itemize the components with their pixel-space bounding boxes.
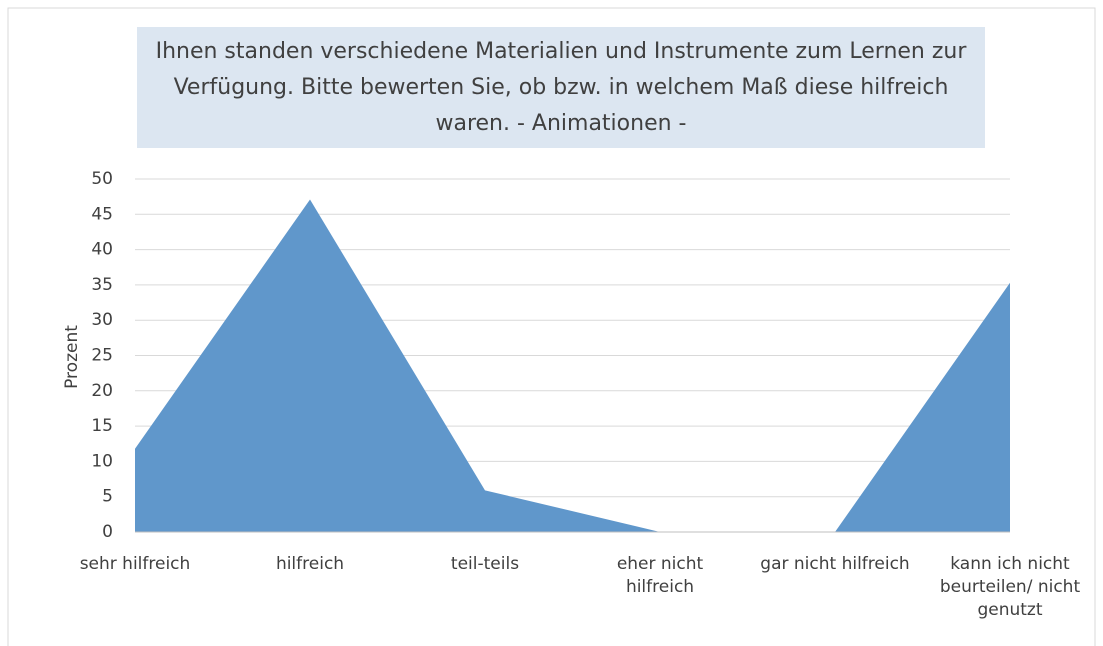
- y-tick-label: 30: [91, 310, 113, 330]
- y-tick-label: 10: [91, 451, 113, 471]
- y-tick-label: 20: [91, 381, 113, 401]
- x-tick-label: teil-teils: [450, 554, 520, 574]
- y-tick-label: 45: [91, 204, 113, 224]
- y-tick-label: 0: [102, 522, 113, 542]
- y-tick-label: 25: [91, 346, 113, 366]
- y-tick-label: 50: [91, 169, 113, 189]
- y-tick-label: 15: [91, 416, 113, 436]
- area: [135, 199, 1010, 532]
- x-tick-label: hilfreich: [275, 554, 345, 574]
- y-axis-label: Prozent: [62, 325, 82, 389]
- y-tick-label: 35: [91, 275, 113, 295]
- y-tick-label: 5: [102, 487, 113, 507]
- chart-title: Ihnen standen verschiedene Materialien u…: [137, 27, 985, 148]
- y-tick-label: 40: [91, 240, 113, 260]
- x-tick-label: kann ich nicht beurteilen/ nicht genutzt: [939, 554, 1081, 620]
- chart-border: [7, 7, 1096, 646]
- x-tick-label: gar nicht hilfreich: [760, 554, 910, 574]
- x-tick-label: sehr hilfreich: [79, 554, 191, 574]
- x-tick-label: eher nicht hilfreich: [616, 554, 704, 597]
